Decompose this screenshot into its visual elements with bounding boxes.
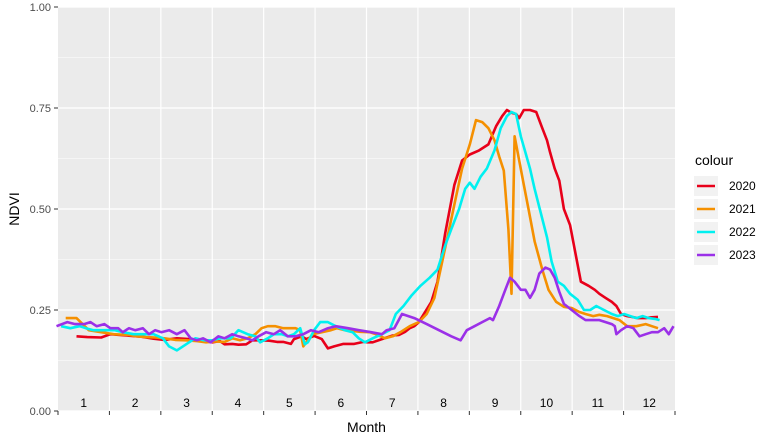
legend-label-2022: 2022 [729,225,756,239]
month-label: 5 [286,396,293,410]
month-label: 8 [440,396,447,410]
month-label: 9 [492,396,499,410]
month-label: 4 [235,396,242,410]
month-label: 1 [80,396,87,410]
legend-label-2023: 2023 [729,248,756,262]
y-tick-label: 0.25 [30,305,51,317]
month-label: 6 [337,396,344,410]
month-label: 3 [183,396,190,410]
month-label: 2 [132,396,139,410]
legend-label-2021: 2021 [729,202,756,216]
y-tick-label: 0.75 [30,103,51,115]
y-tick-label: 0.50 [30,204,51,216]
y-tick-label: 1.00 [30,2,51,14]
legend-label-2020: 2020 [729,179,756,193]
y-tick-label: 0.00 [30,406,51,418]
legend: colour 2020 2021 2022 2023 [694,152,756,265]
month-label: 11 [592,396,605,410]
series-lines [56,108,675,352]
month-label: 12 [643,396,657,410]
y-axis: 0.00 0.25 0.50 0.75 1.00 [30,2,58,418]
month-labels: 1 2 3 4 5 6 7 8 9 10 11 12 [80,396,656,410]
x-axis [57,411,676,415]
y-axis-title: NDVI [6,192,22,225]
x-axis-title: Month [347,419,386,435]
major-gridlines [58,6,675,412]
legend-title: colour [695,152,733,168]
series-line-2023 [56,266,675,344]
month-label: 10 [540,396,554,410]
series-line-2021 [65,118,659,348]
month-label: 7 [389,396,396,410]
